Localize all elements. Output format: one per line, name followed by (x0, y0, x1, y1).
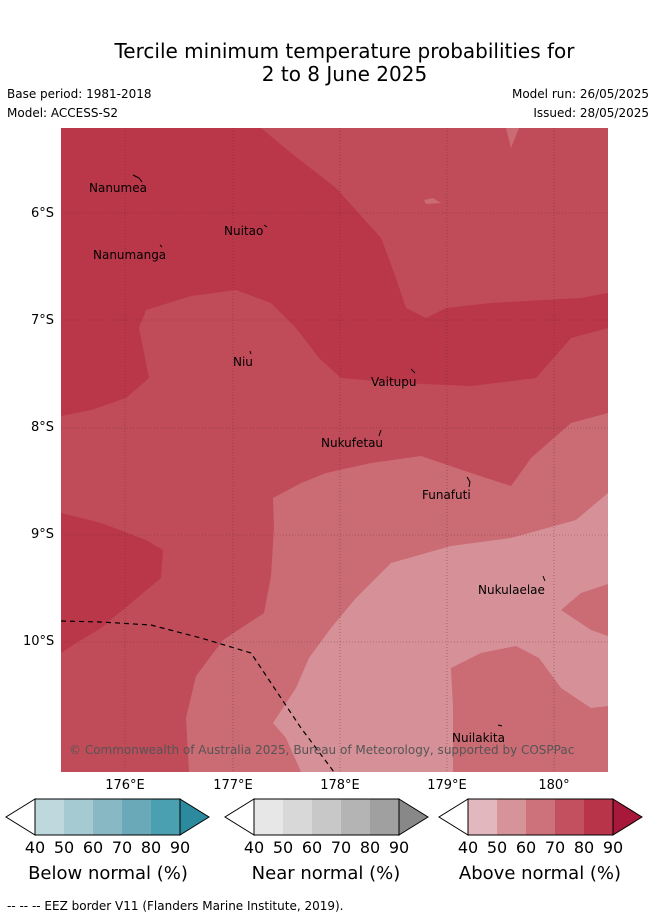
lon-label-178e: 178°E (320, 778, 360, 793)
eez-footnote: -- -- -- EEZ border V11 (Flanders Marine… (7, 899, 344, 913)
above-normal-80-zone (61, 128, 608, 416)
lon-label-177e: 177°E (213, 778, 253, 793)
lon-label-176e: 176°E (105, 778, 145, 793)
colorbar-above-normal (438, 798, 643, 836)
island-label-funafuti: Funafuti (422, 488, 471, 502)
tick-label: 50 (272, 838, 294, 857)
tick-label: 60 (82, 838, 104, 857)
island-label-nukulaelae: Nukulaelae (478, 583, 545, 597)
colorbar-below-normal (5, 798, 210, 836)
island-label-vaitupu: Vaitupu (371, 375, 417, 389)
island-label-nukufetau: Nukufetau (321, 436, 383, 450)
island-label-nanumanga: Nanumanga (93, 248, 166, 262)
lat-label-6s: 6°S (31, 206, 55, 221)
probability-map: Nanumea Nuitao Nanumanga Niu Vaitupu Nuk… (61, 128, 608, 772)
graticule (61, 128, 608, 772)
copyright-notice: © Commonwealth of Australia 2025, Bureau… (69, 743, 574, 757)
above-normal-60-zone (273, 493, 608, 772)
lat-label-10s: 10°S (23, 634, 55, 649)
island-label-nuitao: Nuitao (224, 224, 263, 238)
tick-label: 40 (457, 838, 479, 857)
title-line-2: 2 to 8 June 2025 (261, 62, 428, 86)
tick-label: 80 (140, 838, 162, 857)
model-name: Model: ACCESS-S2 (7, 106, 119, 120)
base-period: Base period: 1981-2018 (7, 87, 152, 101)
tick-label: 70 (330, 838, 352, 857)
island-label-nuilakita: Nuilakita (452, 731, 505, 745)
tick-label: 40 (243, 838, 265, 857)
tick-label: 80 (359, 838, 381, 857)
tick-label: 90 (388, 838, 410, 857)
colorbar-near-normal (224, 798, 429, 836)
lon-label-179e: 179°E (427, 778, 467, 793)
colorbar-title-below: Below normal (%) (28, 863, 188, 884)
lat-label-9s: 9°S (31, 527, 55, 542)
tick-label: 40 (24, 838, 46, 857)
lat-label-7s: 7°S (31, 313, 55, 328)
tick-label: 50 (486, 838, 508, 857)
island-outlines (132, 174, 546, 727)
tick-label: 50 (53, 838, 75, 857)
title-line-1: Tercile minimum temperature probabilitie… (114, 39, 575, 63)
colorbar-title-near: Near normal (%) (251, 863, 401, 884)
above-normal-70-patch (506, 128, 519, 148)
above-normal-70-patch-small (424, 198, 441, 204)
above-normal-80-zone-south (61, 513, 163, 653)
tick-label: 70 (544, 838, 566, 857)
eez-border (61, 620, 335, 772)
island-label-niu: Niu (233, 355, 253, 369)
tick-label: 90 (169, 838, 191, 857)
tick-label: 60 (515, 838, 537, 857)
issued-date: Issued: 28/05/2025 (533, 106, 649, 120)
island-label-nanumea: Nanumea (89, 181, 147, 195)
model-run: Model run: 26/05/2025 (511, 87, 649, 101)
map-title: Tercile minimum temperature probabilitie… (0, 40, 655, 86)
tick-label: 70 (111, 838, 133, 857)
tick-label: 80 (573, 838, 595, 857)
lat-label-8s: 8°S (31, 420, 55, 435)
colorbar-title-above: Above normal (%) (458, 863, 622, 884)
lon-label-180: 180° (538, 778, 570, 793)
tick-label: 60 (301, 838, 323, 857)
tick-label: 90 (602, 838, 624, 857)
